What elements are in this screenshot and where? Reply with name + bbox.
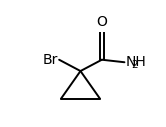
Text: NH: NH: [125, 55, 146, 69]
Text: Br: Br: [42, 53, 58, 67]
Text: 2: 2: [131, 60, 138, 70]
Text: O: O: [96, 15, 107, 29]
